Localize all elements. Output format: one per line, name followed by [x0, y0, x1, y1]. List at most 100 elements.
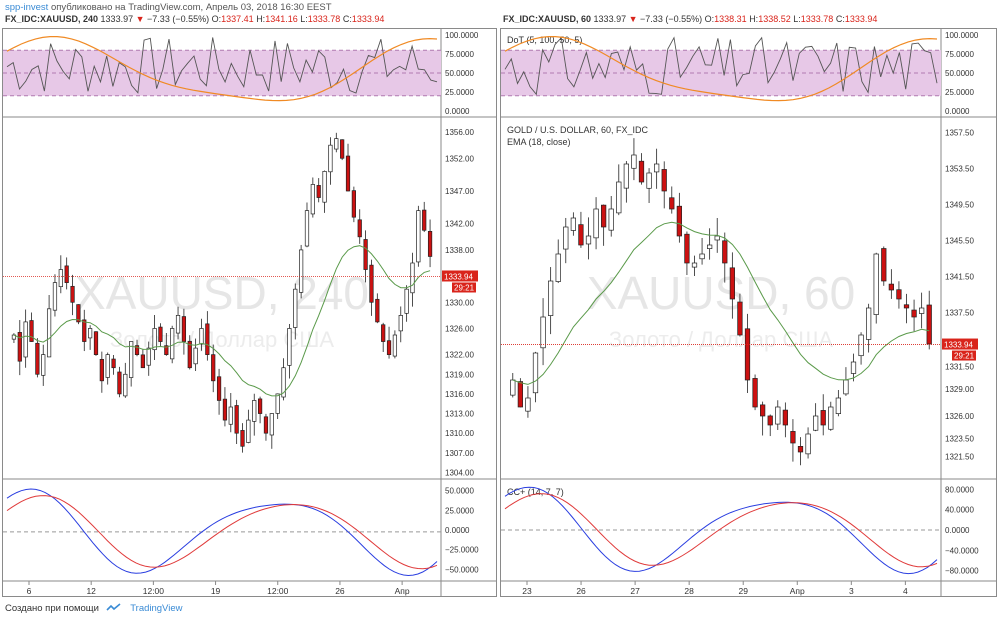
candle: [835, 397, 841, 414]
right-change: −7.33 (−0.55%): [640, 14, 703, 24]
candle: [76, 304, 81, 323]
cc-tick-label: 0.0000: [445, 526, 470, 535]
candle: [820, 410, 826, 426]
candle: [714, 235, 720, 241]
watermark: XAUUSD, 60: [587, 267, 855, 319]
candle: [316, 185, 321, 198]
dot-tick-label: 0.0000: [945, 107, 970, 116]
left-symbol[interactable]: FX_IDC:XAUUSD, 240: [5, 14, 99, 24]
candle: [193, 347, 198, 365]
created-with: Создано при помощи: [5, 603, 99, 614]
cc-tick-label: −50.0000: [445, 565, 479, 574]
candle: [269, 413, 274, 436]
candle: [661, 169, 667, 192]
candle: [427, 231, 433, 257]
candle: [398, 315, 403, 332]
candle: [41, 354, 46, 376]
candle: [903, 304, 910, 309]
candle: [911, 309, 917, 318]
candle: [375, 298, 380, 323]
cc-tick-label: 40.0000: [945, 506, 974, 515]
last-price-box: [442, 270, 478, 282]
candle: [234, 405, 239, 434]
tradingview-link[interactable]: TradingView: [130, 603, 183, 614]
last-price-label: 1333.94: [444, 272, 473, 281]
left-chart-svg[interactable]: 100.0000 75.0000 50.0000 25.0000 0.0000 XAUUS…: [3, 29, 496, 596]
candle: [64, 265, 69, 283]
x-tick-label: Апр: [790, 586, 805, 596]
candle: [129, 341, 134, 378]
x-tick-label: 26: [576, 586, 586, 596]
right-chart-legend: FX_IDC:XAUUSD, 60 1333.97 ▼ −7.33 (−0.55…: [503, 14, 877, 24]
price-tick-label: 1352.00: [445, 154, 474, 163]
cc-blue-line: [504, 486, 938, 575]
x-tick-label: 23: [522, 586, 532, 596]
publish-text: опубликовано на TradingView.com, Апрель …: [50, 2, 332, 13]
price-tick-label: 1304.00: [445, 468, 474, 477]
candle: [205, 323, 210, 355]
price-tick-label: 1342.00: [445, 220, 474, 229]
dot-tick-label: 25.0000: [445, 88, 474, 97]
candle: [782, 409, 788, 426]
candle: [70, 285, 75, 303]
candle: [404, 288, 409, 314]
candle: [752, 378, 758, 408]
price-tick-label: 1349.50: [945, 201, 974, 210]
candle: [381, 324, 386, 342]
right-last: 1333.97: [593, 14, 627, 24]
price-tick-label: 1347.00: [445, 187, 474, 196]
left-high-label: H:: [256, 14, 266, 24]
candle: [299, 249, 304, 293]
dot-tick-label: 75.0000: [945, 50, 974, 59]
candle: [340, 139, 345, 159]
candle: [669, 197, 675, 210]
cc-tick-label: 25.0000: [445, 506, 474, 515]
candle: [328, 144, 333, 173]
ema-label: EMA (18, close): [507, 137, 571, 147]
price-tick-label: 1313.00: [445, 410, 474, 419]
left-high: 1341.16: [265, 14, 298, 24]
candle: [760, 404, 766, 417]
candle: [17, 332, 22, 362]
dot-title: DoT (5, 100, 50, 5): [507, 35, 582, 45]
candle: [563, 226, 569, 250]
candle: [631, 154, 637, 169]
candle: [175, 315, 181, 334]
brand-name[interactable]: spp-invest: [5, 2, 49, 13]
candle: [322, 171, 327, 203]
price-tick-label: 1356.00: [445, 128, 474, 137]
candle: [767, 415, 773, 426]
right-close: 1333.94: [844, 14, 878, 24]
price-tick-label: 1353.50: [945, 165, 974, 174]
price-tick-label: 1329.00: [945, 385, 974, 394]
right-chart-svg[interactable]: 100.0000 75.0000 50.0000 25.0000 0.0000 DoT (…: [501, 29, 996, 596]
candle: [654, 163, 660, 173]
candle: [246, 419, 251, 443]
countdown-box: [452, 282, 476, 293]
left-chart[interactable]: 100.0000 75.0000 50.0000 25.0000 0.0000 XAUUS…: [2, 28, 497, 597]
right-close-label: C:: [835, 14, 845, 24]
left-open-label: O:: [211, 14, 222, 24]
dot-slow-line: [6, 36, 438, 102]
last-price-box: [942, 338, 978, 350]
candle: [293, 288, 298, 328]
right-chart[interactable]: 100.0000 75.0000 50.0000 25.0000 0.0000 DoT (…: [500, 28, 997, 597]
right-symbol[interactable]: FX_IDC:XAUUSD, 60: [503, 14, 592, 24]
dot-slow-line: [504, 36, 938, 102]
countdown-box: [952, 350, 976, 361]
dot-tick-label: 100.0000: [445, 31, 479, 40]
candle: [240, 430, 245, 447]
countdown-label: 29:21: [454, 283, 475, 292]
x-tick-label: 12: [86, 586, 96, 596]
candle: [410, 262, 415, 294]
candle: [199, 328, 204, 345]
dot-fast-line: [6, 37, 438, 94]
price-tick-label: 1345.50: [945, 237, 974, 246]
footer: Создано при помощи TradingView: [5, 603, 182, 614]
candle: [187, 340, 192, 369]
countdown-label: 29:21: [954, 352, 975, 361]
candle: [392, 334, 398, 357]
right-low-label: L:: [793, 14, 801, 24]
candle: [146, 347, 151, 366]
down-arrow-icon: ▼: [628, 14, 638, 24]
